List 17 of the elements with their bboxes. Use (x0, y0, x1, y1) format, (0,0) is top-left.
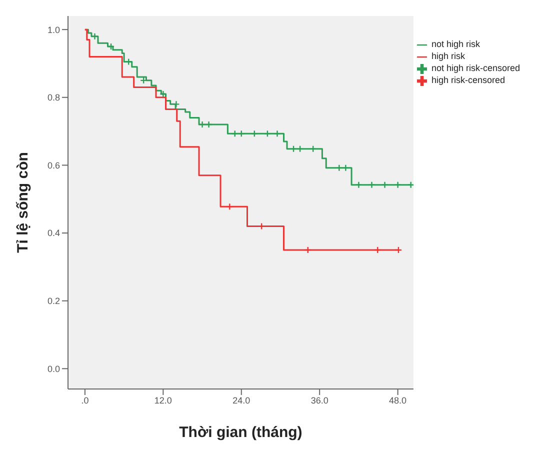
y-tick-label: 0.6 (47, 160, 60, 170)
y-tick-label: 0.8 (47, 92, 60, 103)
x-tick-label: 12.0 (154, 395, 172, 406)
x-tick-label: 48.0 (389, 395, 407, 406)
y-tick-label: 1.0 (47, 24, 60, 35)
y-tick-label: 0.2 (47, 296, 60, 306)
x-tick-label: 36.0 (310, 395, 328, 406)
y-tick-label: 0.0 (47, 364, 60, 374)
x-tick-label: .0 (81, 395, 89, 406)
legend-label: high risk (431, 51, 465, 61)
x-tick-label: 24.0 (232, 395, 250, 406)
y-tick-label: 0.4 (47, 228, 60, 238)
legend-label: not high risk (431, 39, 480, 49)
y-axis-title: Tỉ lệ sống còn (14, 152, 32, 253)
x-axis-title: Thời gian (tháng) (179, 424, 302, 441)
legend-label: high risk-censored (431, 75, 505, 85)
legend-label: not high risk-censored (431, 63, 520, 73)
